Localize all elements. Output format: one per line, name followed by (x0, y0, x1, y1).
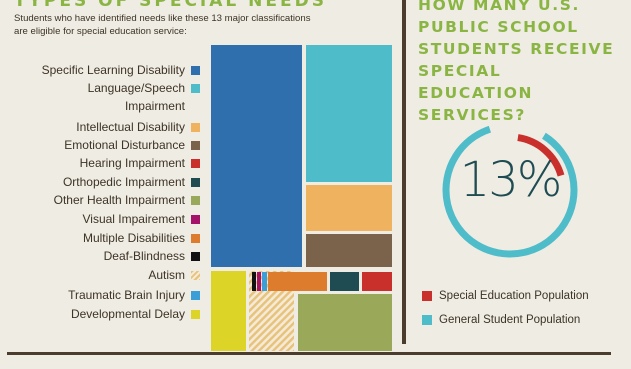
tile-visual (257, 272, 261, 291)
tile-hearing (362, 272, 392, 291)
legend-label: Traumatic Brain Injury (68, 288, 185, 302)
tile-deafblind (252, 272, 256, 291)
legend-label: Deaf-Blindness (103, 249, 185, 263)
legend-label: Language/Speech Impairment (87, 81, 185, 113)
legend-item-hearing: Hearing Impairment (0, 155, 200, 173)
legend-swatch (191, 234, 200, 243)
legend-swatch (191, 141, 200, 150)
legend-label: Other Health Impairment (53, 193, 185, 207)
legend-swatch (191, 196, 200, 205)
legend-swatch (191, 252, 200, 261)
legend-item-autism: Autism (0, 267, 200, 285)
tile-tbi (262, 272, 267, 291)
legend-swatch (191, 271, 200, 280)
legend-item-speech: Language/Speech Impairment (0, 80, 200, 115)
tile-speech (306, 45, 392, 182)
legend-item-special-ed: Special Education Population (422, 290, 589, 302)
slice-general-population (442, 122, 578, 258)
population-donut (442, 122, 578, 258)
legend-item-deafblind: Deaf-Blindness (0, 248, 200, 266)
legend-label: General Student Population (439, 314, 581, 326)
legend-swatch (191, 215, 200, 224)
legend-item-emotional: Emotional Disturbance (0, 137, 200, 155)
legend-label: Orthopedic Impairment (62, 175, 185, 189)
legend-item-developmental: Developmental Delay (0, 306, 200, 324)
tile-emotional (306, 234, 392, 267)
legend-swatch (191, 178, 200, 187)
bottom-rule (7, 352, 611, 355)
left-heading: TYPES OF SPECIAL NEEDS (14, 0, 327, 11)
legend-swatch (191, 66, 200, 75)
legend-item-tbi: Traumatic Brain Injury (0, 287, 200, 305)
legend-label: Special Education Population (439, 290, 589, 302)
legend-swatch (191, 84, 200, 93)
legend-label: Developmental Delay (70, 307, 185, 321)
intro-text: Students who have identified needs like … (14, 13, 311, 37)
legend-swatch (191, 310, 200, 319)
column-divider (402, 0, 406, 344)
legend-label: Specific Learning Disability (41, 63, 185, 77)
tile-orthopedic (330, 272, 359, 291)
legend-item-multiple: Multiple Disabilities (0, 230, 200, 248)
legend-item-orthopedic: Orthopedic Impairment (0, 174, 200, 192)
center-percentage: 13% (459, 152, 563, 208)
tile-multiple (268, 272, 327, 291)
legend-item-general: General Student Population (422, 314, 580, 326)
legend-label: Autism (148, 268, 185, 282)
legend-swatch (191, 159, 200, 168)
legend-item-learning: Specific Learning Disability (0, 62, 200, 80)
legend-swatch (191, 291, 200, 300)
tile-developmental (211, 271, 246, 351)
legend-label: Intellectual Disability (76, 120, 185, 134)
legend-item-other-health: Other Health Impairment (0, 192, 200, 210)
tile-intellectual (306, 185, 392, 231)
tile-learning (211, 45, 302, 267)
legend-item-intellectual: Intellectual Disability (0, 119, 200, 137)
legend-item-visual: Visual Impairement (0, 211, 200, 229)
legend-label: Hearing Impairment (79, 156, 185, 170)
legend-swatch (422, 315, 432, 325)
legend-swatch (191, 123, 200, 132)
slice-special-education (517, 134, 565, 177)
right-heading: HOW MANY U.S. PUBLIC SCHOOL STUDENTS REC… (418, 0, 615, 124)
legend-swatch (422, 291, 432, 301)
legend-label: Visual Impairement (82, 212, 186, 226)
tile-other-health (298, 294, 392, 351)
legend-label: Multiple Disabilities (82, 231, 185, 245)
legend-label: Emotional Disturbance (64, 138, 185, 152)
